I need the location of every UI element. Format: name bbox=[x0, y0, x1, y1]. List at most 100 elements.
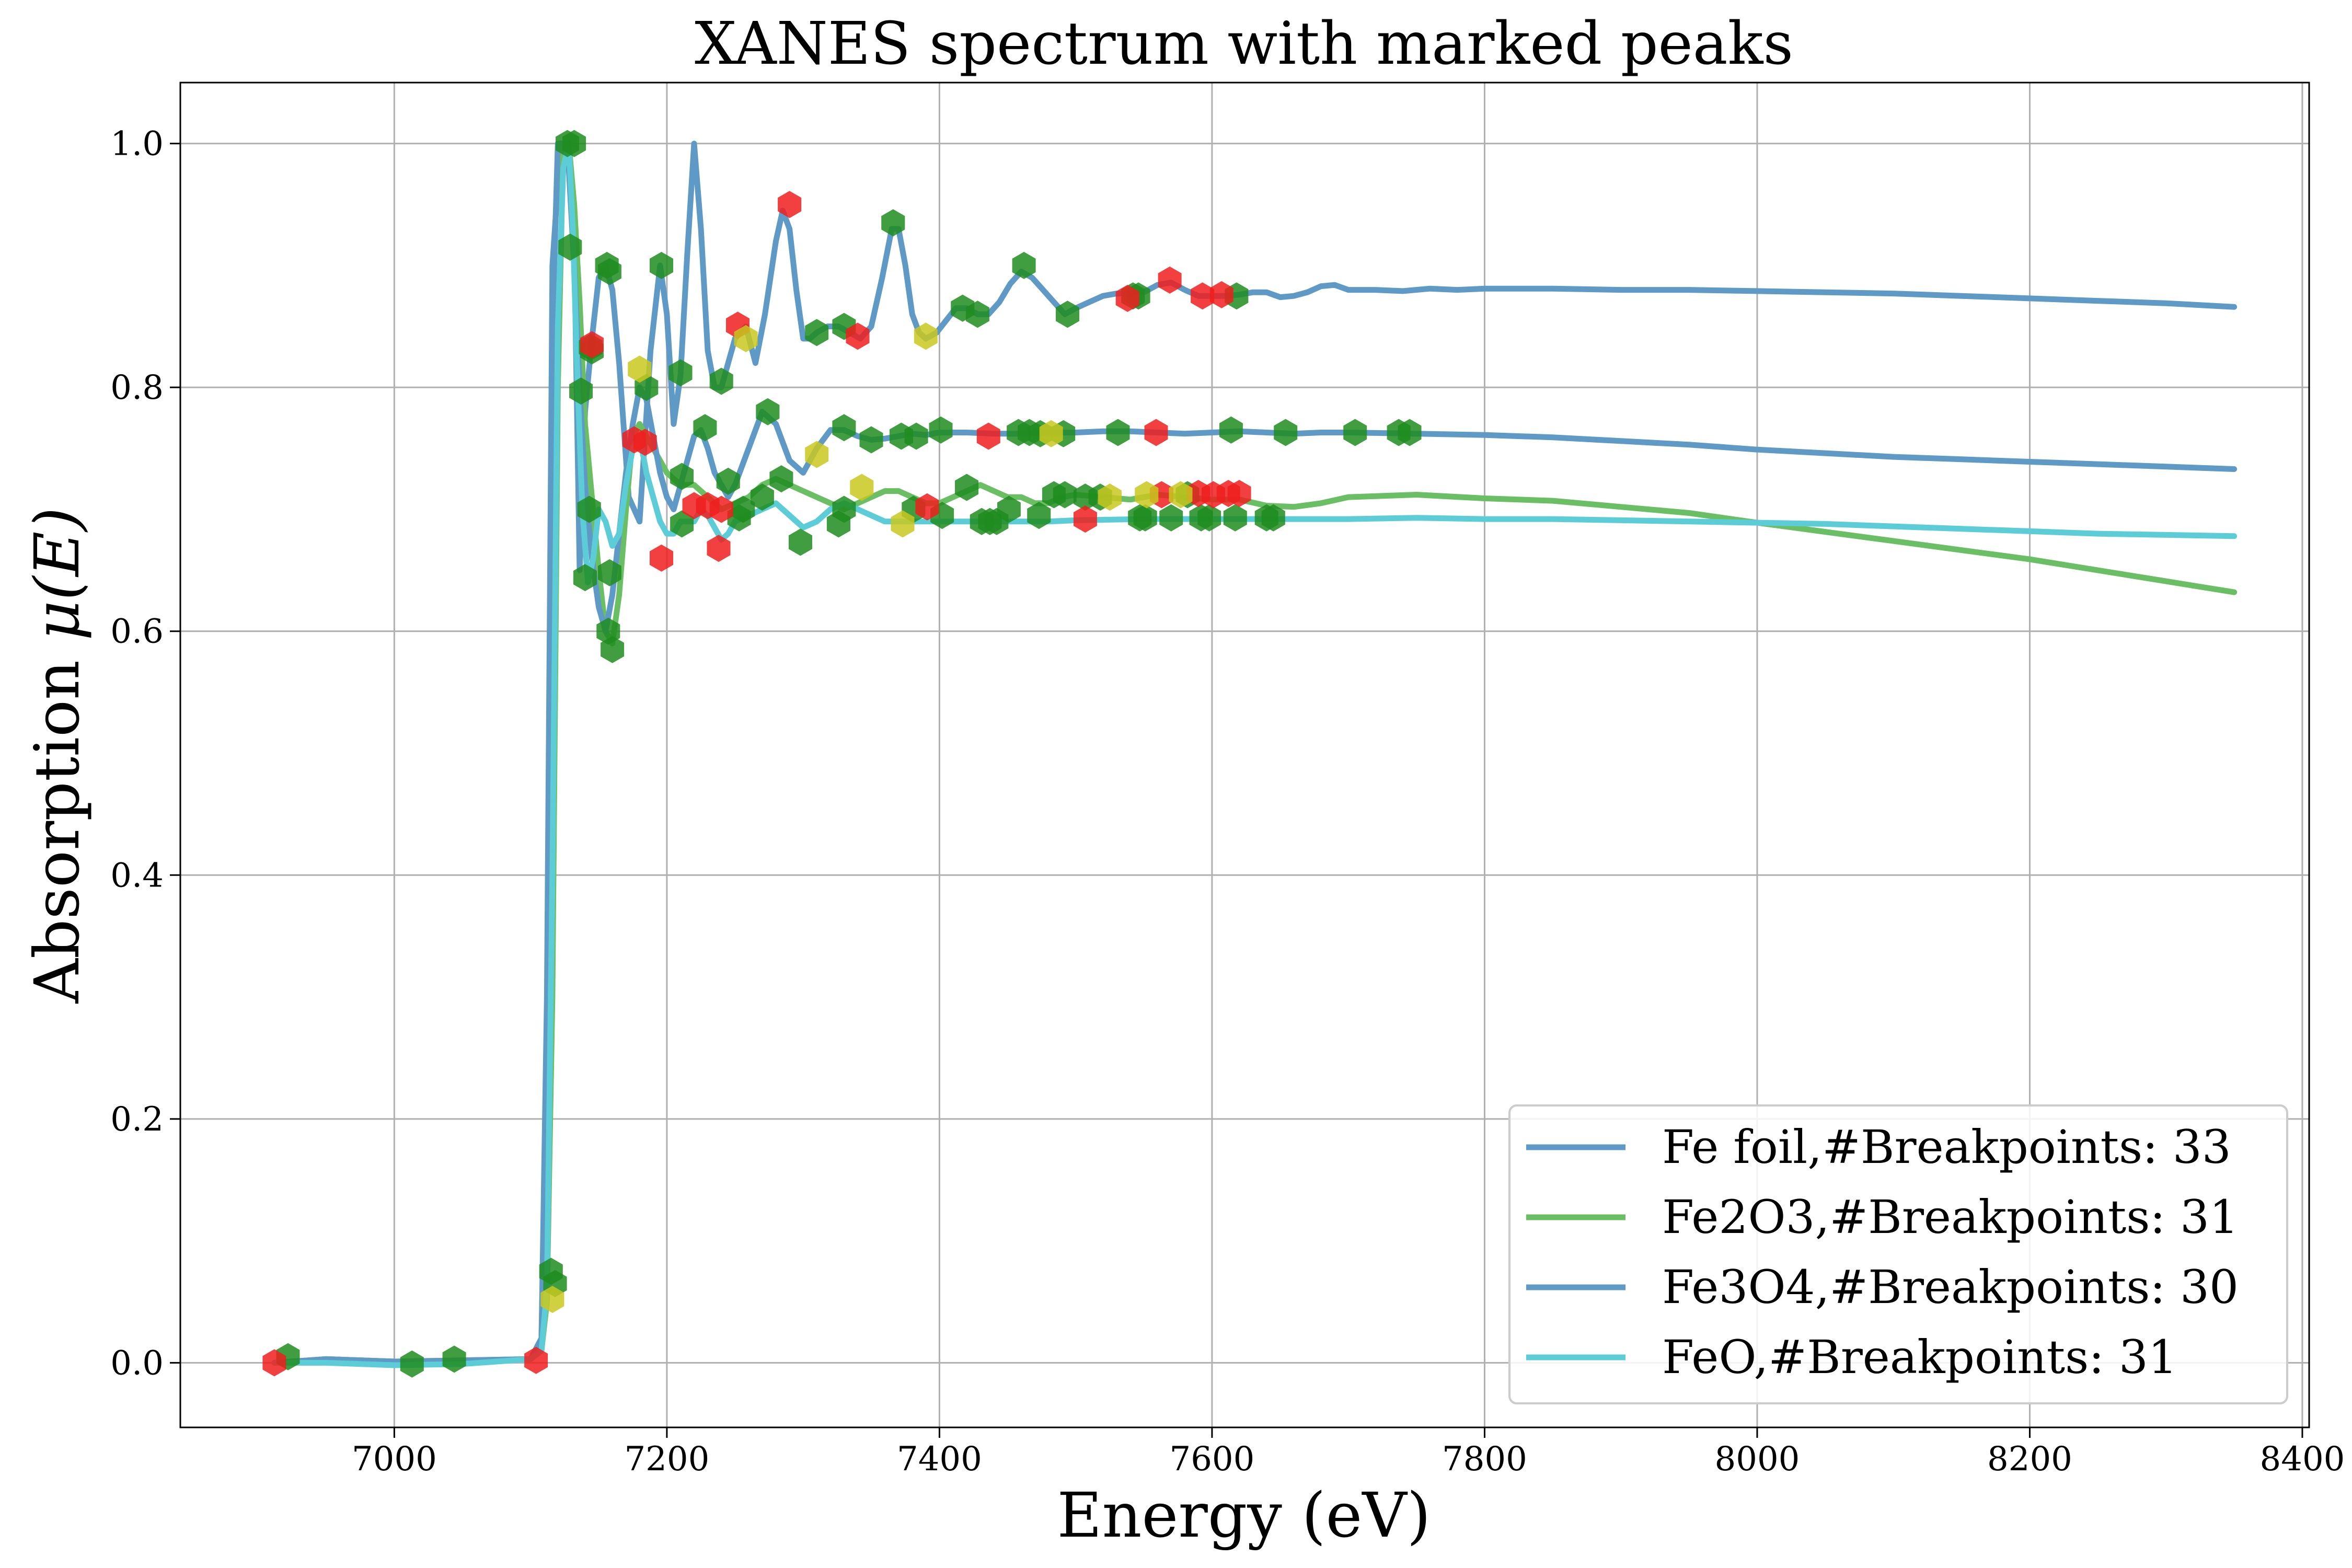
red-peak-marker bbox=[524, 1346, 548, 1374]
legend-label-2: Fe2O3,#Breakpoints: 31 bbox=[1662, 1190, 2239, 1244]
green-peak-marker bbox=[965, 301, 989, 328]
y-tick-label: 0.6 bbox=[110, 613, 164, 651]
red-peak-marker bbox=[976, 422, 1000, 450]
x-tick-label: 7600 bbox=[1169, 1440, 1254, 1479]
green-peak-marker bbox=[832, 495, 856, 523]
yellow-peak-marker bbox=[914, 322, 938, 350]
green-peak-marker bbox=[668, 359, 693, 387]
green-peak-marker bbox=[769, 465, 793, 493]
legend-label-1: Fe foil,#Breakpoints: 33 bbox=[1662, 1120, 2231, 1174]
green-peak-marker bbox=[1027, 502, 1051, 529]
red-peak-marker bbox=[1191, 282, 1215, 310]
green-peak-marker bbox=[670, 510, 694, 538]
yellow-peak-marker bbox=[850, 474, 874, 501]
x-tick-label: 8000 bbox=[1715, 1440, 1800, 1479]
green-peak-marker bbox=[805, 319, 829, 347]
green-peak-marker bbox=[997, 495, 1021, 523]
plot-frame bbox=[179, 82, 2310, 1428]
green-peak-marker bbox=[1197, 504, 1221, 532]
red-peak-marker bbox=[1158, 266, 1182, 294]
green-peak-marker bbox=[1219, 416, 1243, 444]
green-peak-marker bbox=[597, 559, 621, 586]
x-tick-label: 7800 bbox=[1442, 1440, 1527, 1479]
green-peak-marker bbox=[716, 467, 740, 495]
green-peak-marker bbox=[750, 483, 774, 511]
chart-title: XANES spectrum with marked peaks bbox=[695, 10, 1793, 78]
green-peak-marker bbox=[1274, 419, 1298, 446]
yellow-peak-marker bbox=[805, 441, 829, 468]
x-tick-label: 8400 bbox=[2260, 1440, 2345, 1479]
yellow-peak-marker bbox=[540, 1286, 564, 1313]
peak-markers bbox=[262, 130, 1422, 1378]
red-peak-marker bbox=[1227, 480, 1251, 508]
red-peak-marker bbox=[1073, 505, 1097, 533]
green-peak-marker bbox=[597, 258, 621, 285]
red-peak-marker bbox=[1144, 419, 1168, 446]
green-peak-marker bbox=[400, 1350, 424, 1378]
green-peak-marker bbox=[1133, 504, 1157, 532]
y-axis-label-math: μ(E) bbox=[21, 508, 93, 641]
green-peak-marker bbox=[756, 398, 780, 425]
green-peak-marker bbox=[1343, 419, 1367, 446]
green-peak-marker bbox=[650, 251, 673, 279]
green-peak-marker bbox=[929, 416, 953, 444]
green-peak-marker bbox=[573, 564, 597, 592]
x-tick-label: 8200 bbox=[1987, 1440, 2072, 1479]
y-tick-label: 0.4 bbox=[110, 856, 164, 895]
red-peak-marker bbox=[709, 495, 733, 523]
x-axis-label: Energy (eV) bbox=[1057, 1479, 1431, 1551]
green-peak-marker bbox=[1159, 504, 1183, 532]
green-peak-marker bbox=[1056, 301, 1079, 328]
x-tick-label: 7200 bbox=[624, 1440, 709, 1479]
red-peak-marker bbox=[580, 331, 604, 359]
green-peak-marker bbox=[881, 209, 905, 237]
green-peak-marker bbox=[1053, 481, 1077, 509]
green-peak-marker bbox=[1398, 419, 1422, 446]
red-peak-marker bbox=[633, 429, 657, 456]
y-tick-label: 0.2 bbox=[110, 1100, 164, 1139]
green-peak-marker bbox=[1106, 419, 1130, 446]
red-peak-marker bbox=[1115, 284, 1139, 312]
green-peak-marker bbox=[731, 495, 755, 523]
yellow-peak-marker bbox=[734, 325, 758, 352]
series-line-4 bbox=[271, 141, 2238, 1368]
green-peak-marker bbox=[442, 1345, 466, 1373]
green-peak-marker bbox=[558, 233, 582, 261]
series-line-1 bbox=[271, 141, 2238, 1366]
x-tick-label: 7000 bbox=[352, 1440, 437, 1479]
legend-label-4: FeO,#Breakpoints: 31 bbox=[1662, 1330, 2177, 1384]
green-peak-marker bbox=[904, 422, 928, 450]
y-axis-label-text: Absorption bbox=[21, 640, 93, 1004]
y-tick-label: 0.8 bbox=[110, 368, 164, 407]
red-peak-marker bbox=[262, 1349, 286, 1377]
green-peak-marker bbox=[1223, 504, 1247, 532]
green-peak-marker bbox=[788, 528, 812, 556]
yellow-peak-marker bbox=[1098, 483, 1122, 511]
green-peak-marker bbox=[670, 463, 694, 490]
legend-label-3: Fe3O4,#Breakpoints: 30 bbox=[1662, 1260, 2239, 1314]
yellow-peak-marker bbox=[1039, 420, 1063, 447]
red-peak-marker bbox=[915, 493, 939, 521]
legend-box bbox=[1508, 1104, 2288, 1404]
yellow-peak-marker bbox=[1135, 481, 1159, 509]
green-peak-marker bbox=[693, 414, 717, 442]
y-tick-label: 0.0 bbox=[110, 1344, 164, 1382]
yellow-peak-marker bbox=[891, 510, 915, 538]
green-peak-marker bbox=[859, 426, 883, 454]
red-peak-marker bbox=[650, 544, 673, 572]
green-peak-marker bbox=[832, 414, 856, 442]
axis-ticks: 7000 7200 7400 7600 7800 8000 8200 8400 0.0 0.2 0.… bbox=[110, 125, 2345, 1479]
green-peak-marker bbox=[569, 377, 593, 405]
green-peak-marker bbox=[709, 367, 733, 395]
y-tick-label: 1.0 bbox=[110, 125, 164, 164]
x-tick-label: 7400 bbox=[897, 1440, 982, 1479]
legend: Fe foil,#Breakpoints: 33 Fe2O3,#Breakpoin… bbox=[1508, 1104, 2288, 1404]
green-peak-marker bbox=[562, 130, 586, 157]
red-peak-marker bbox=[778, 191, 802, 218]
green-peak-marker bbox=[601, 636, 625, 663]
green-peak-marker bbox=[955, 474, 979, 501]
red-peak-marker bbox=[1209, 281, 1233, 308]
red-peak-marker bbox=[846, 322, 870, 350]
yellow-peak-marker bbox=[1169, 481, 1193, 509]
